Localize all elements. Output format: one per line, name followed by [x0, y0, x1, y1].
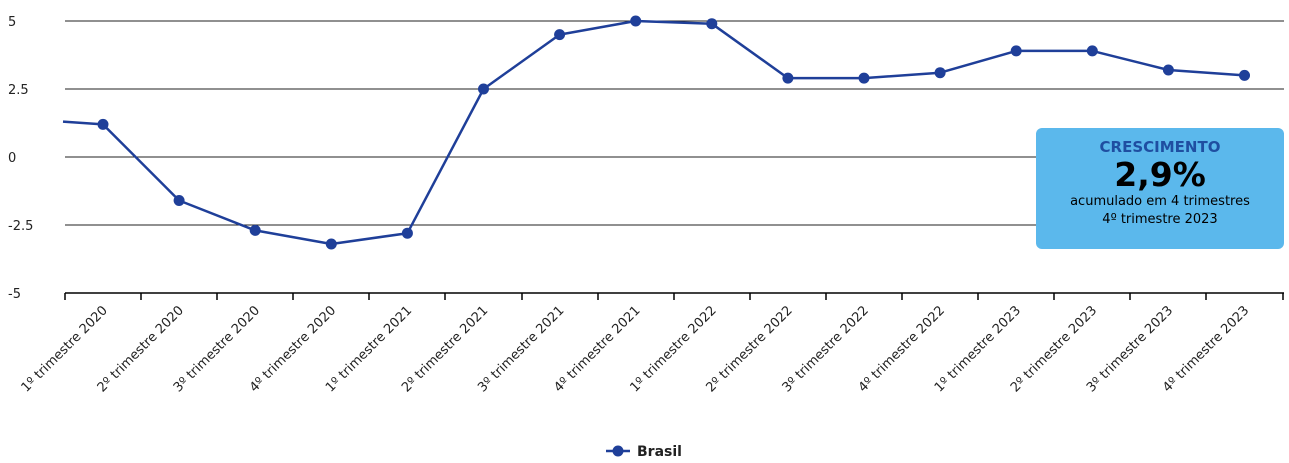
data-point [173, 195, 185, 206]
series-brasil [62, 15, 1250, 250]
data-point [630, 15, 642, 27]
y-axis-ticks: 5 2.5 0 -2.5 -5 [8, 15, 33, 302]
data-point [782, 72, 794, 84]
data-point [478, 83, 489, 95]
callout-value: 2,9% [1114, 155, 1206, 194]
data-point [858, 72, 870, 84]
data-point [1162, 64, 1174, 76]
legend-label-brasil: Brasil [637, 444, 682, 460]
y-tick-label: -2.5 [8, 219, 33, 234]
data-point [934, 67, 946, 79]
x-tick-label: 4º trimestre 2023 [1160, 303, 1252, 395]
y-tick-label: 5 [8, 15, 16, 30]
legend-point-marker [612, 445, 624, 457]
data-point [1239, 69, 1250, 81]
data-point [554, 29, 566, 41]
data-point [325, 238, 337, 250]
legend: Brasil [606, 444, 682, 460]
callout-title: CRESCIMENTO [1099, 138, 1221, 156]
data-point [249, 224, 261, 236]
data-point [706, 18, 718, 30]
data-point [401, 227, 413, 239]
data-point [97, 118, 109, 130]
y-tick-label: -5 [8, 287, 21, 302]
y-tick-label: 2.5 [8, 83, 29, 98]
growth-callout: CRESCIMENTO 2,9% acumulado em 4 trimestr… [1036, 128, 1284, 249]
data-point [1086, 45, 1098, 57]
callout-period: 4º trimestre 2023 [1102, 212, 1218, 227]
y-tick-label: 0 [8, 151, 16, 166]
data-point [1010, 45, 1022, 57]
callout-subtitle: acumulado em 4 trimestres [1070, 194, 1250, 209]
